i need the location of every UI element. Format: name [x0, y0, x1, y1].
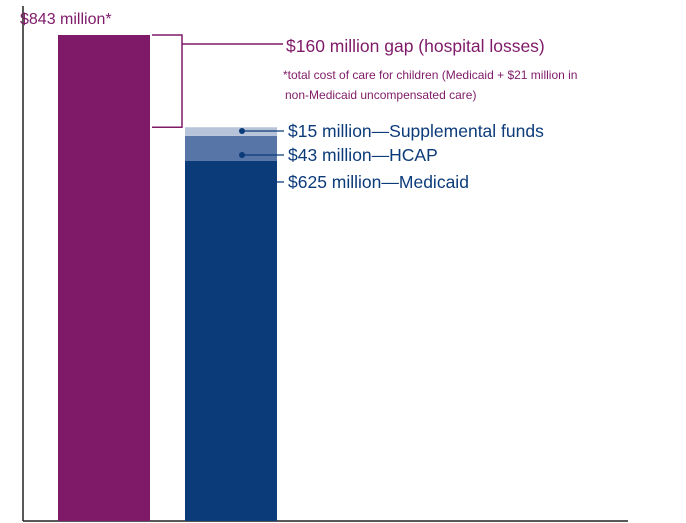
gap-label: $160 million gap (hospital losses): [286, 36, 545, 56]
gap-bracket: [152, 34, 183, 128]
callout-label-medicaid: $625 million—Medicaid: [288, 172, 469, 192]
footnote-line-2: non-Medicaid uncompensated care): [285, 88, 476, 102]
callouts-group: $15 million—Supplemental funds $43 millio…: [239, 121, 544, 192]
callout-label-hcap: $43 million—HCAP: [288, 145, 438, 165]
bar-segment-medicaid: [185, 160, 277, 521]
bar-segment-supplemental: [185, 127, 277, 136]
bar-segment-total_cost: [58, 35, 150, 521]
gap-annotation: [152, 34, 283, 128]
callout-label-supplemental: $15 million—Supplemental funds: [288, 121, 544, 141]
bars-group: [58, 35, 277, 521]
total-bar-label: $843 million*: [20, 11, 112, 28]
footnote-line-1: *total cost of care for children (Medica…: [283, 68, 577, 82]
bar-segment-hcap: [185, 135, 277, 161]
